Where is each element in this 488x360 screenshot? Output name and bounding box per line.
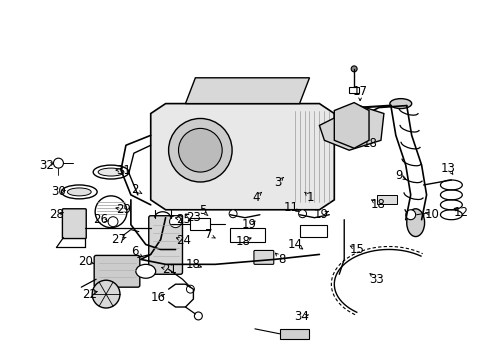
Circle shape <box>405 210 415 220</box>
Circle shape <box>53 158 63 168</box>
Text: 6: 6 <box>131 245 138 258</box>
Text: 3: 3 <box>273 176 281 189</box>
Bar <box>376 195 396 204</box>
Text: 1: 1 <box>306 192 314 204</box>
Ellipse shape <box>67 188 91 196</box>
Circle shape <box>350 66 356 72</box>
Ellipse shape <box>136 264 155 278</box>
Text: 5: 5 <box>198 204 205 217</box>
Circle shape <box>194 312 202 320</box>
Text: 17: 17 <box>352 85 367 98</box>
FancyBboxPatch shape <box>148 216 182 274</box>
Circle shape <box>108 217 118 227</box>
Circle shape <box>351 111 357 117</box>
Text: 8: 8 <box>278 253 285 266</box>
Circle shape <box>229 210 237 218</box>
Text: 32: 32 <box>39 159 54 172</box>
Text: 26: 26 <box>93 213 108 226</box>
Ellipse shape <box>95 196 127 228</box>
Text: 33: 33 <box>369 273 384 286</box>
Text: 2: 2 <box>131 184 138 197</box>
Text: 18: 18 <box>235 235 250 248</box>
Text: 4: 4 <box>252 192 259 204</box>
Text: 20: 20 <box>78 255 93 268</box>
Ellipse shape <box>389 99 411 109</box>
Text: 10: 10 <box>424 208 439 221</box>
FancyBboxPatch shape <box>253 251 273 264</box>
Text: 18: 18 <box>362 137 377 150</box>
Bar <box>279 329 309 339</box>
Bar <box>230 228 264 242</box>
Bar <box>348 87 358 93</box>
Ellipse shape <box>406 209 424 237</box>
Text: 31: 31 <box>116 163 131 176</box>
Text: 23: 23 <box>185 211 201 224</box>
Ellipse shape <box>93 165 129 179</box>
FancyBboxPatch shape <box>62 209 86 239</box>
Text: 16: 16 <box>150 291 165 303</box>
Text: 12: 12 <box>453 206 468 219</box>
Bar <box>348 130 360 137</box>
Ellipse shape <box>98 168 123 176</box>
Text: 29: 29 <box>116 203 131 216</box>
Text: 14: 14 <box>287 238 303 251</box>
Circle shape <box>169 216 181 228</box>
Circle shape <box>298 210 306 218</box>
Text: 11: 11 <box>284 201 299 214</box>
Polygon shape <box>185 78 309 104</box>
Text: 18: 18 <box>370 198 385 211</box>
Text: 27: 27 <box>111 233 126 246</box>
Bar <box>190 218 210 230</box>
Text: 7: 7 <box>204 228 212 241</box>
Text: 28: 28 <box>49 208 64 221</box>
Text: 34: 34 <box>293 310 308 323</box>
Bar <box>299 225 326 237</box>
Circle shape <box>186 285 194 293</box>
Ellipse shape <box>61 185 97 199</box>
Polygon shape <box>150 104 334 210</box>
Text: 13: 13 <box>440 162 455 175</box>
Polygon shape <box>319 105 383 150</box>
Text: 21: 21 <box>162 263 177 276</box>
Polygon shape <box>334 103 368 148</box>
Text: 24: 24 <box>176 234 191 247</box>
Text: 19: 19 <box>313 208 328 221</box>
Text: 18: 18 <box>185 258 201 271</box>
Text: 15: 15 <box>349 243 364 256</box>
Text: 25: 25 <box>176 213 190 226</box>
Text: 22: 22 <box>81 288 97 301</box>
Text: 30: 30 <box>51 185 66 198</box>
Text: 9: 9 <box>394 168 402 181</box>
Circle shape <box>178 129 222 172</box>
FancyBboxPatch shape <box>94 255 140 287</box>
Text: 19: 19 <box>241 218 256 231</box>
Circle shape <box>168 118 232 182</box>
Circle shape <box>92 280 120 308</box>
